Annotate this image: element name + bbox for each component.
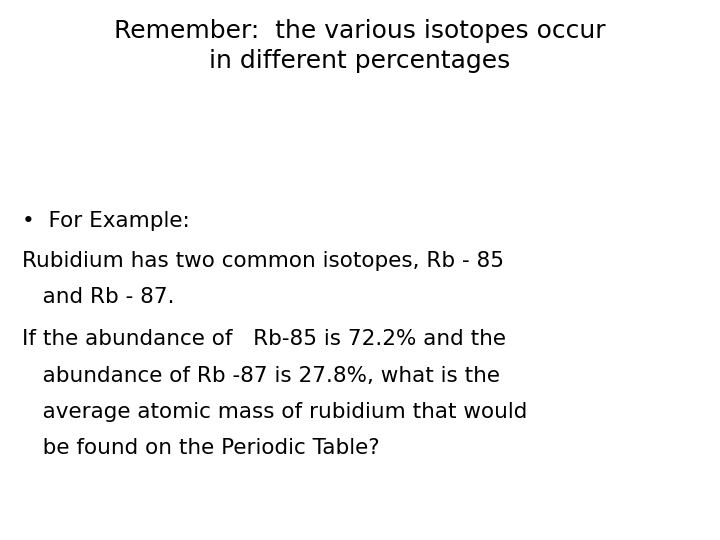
- Text: Remember:  the various isotopes occur
in different percentages: Remember: the various isotopes occur in …: [114, 19, 606, 72]
- Text: abundance of Rb -87 is 27.8%, what is the: abundance of Rb -87 is 27.8%, what is th…: [22, 366, 500, 386]
- Text: If the abundance of   Rb-85 is 72.2% and the: If the abundance of Rb-85 is 72.2% and t…: [22, 329, 505, 349]
- Text: •  For Example:: • For Example:: [22, 211, 189, 231]
- Text: and Rb - 87.: and Rb - 87.: [22, 287, 174, 307]
- Text: Rubidium has two common isotopes, Rb - 85: Rubidium has two common isotopes, Rb - 8…: [22, 251, 503, 271]
- Text: average atomic mass of rubidium that would: average atomic mass of rubidium that wou…: [22, 402, 527, 422]
- Text: be found on the Periodic Table?: be found on the Periodic Table?: [22, 438, 379, 458]
